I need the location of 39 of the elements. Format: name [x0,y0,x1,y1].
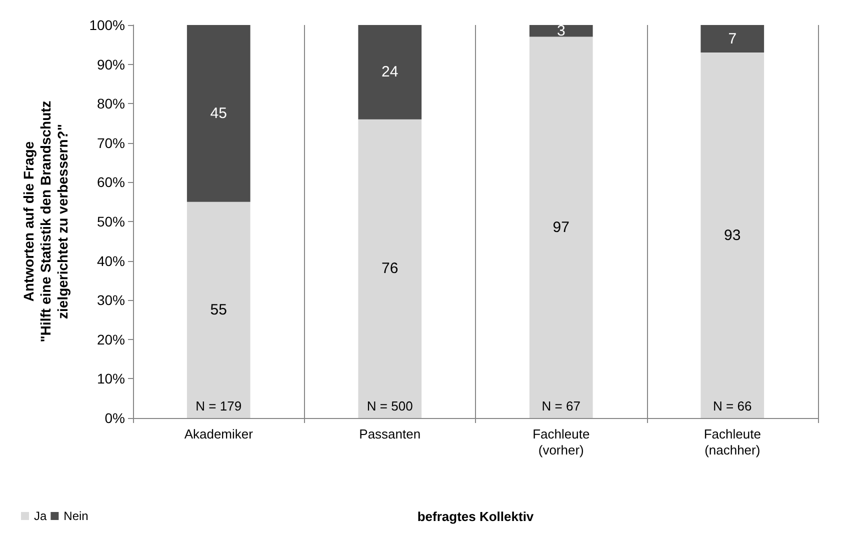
data-label: 24 [382,64,398,81]
bar [700,25,764,53]
y-tick-label: 80% [96,96,125,112]
data-label: 97 [552,218,570,236]
y-tick-label: 30% [96,292,125,308]
y-tick-label: 90% [96,56,125,72]
y-axis-title: Antworten auf die Frage "Hilft eine Statistik den Brandschutz zielgerichtet zu verbessern?" [20,100,70,342]
data-label: 7 [728,30,737,48]
legend-label: Nein [64,509,88,523]
bar [358,25,422,120]
data-label: 45 [210,104,227,122]
bar [529,25,593,37]
bar [700,52,764,418]
data-label: 76 [382,260,398,278]
x-tick-label: Akademiker [184,426,254,442]
y-tick-label: 50% [96,214,125,230]
annotation: N = 500 [366,398,413,414]
y-tick-label: 60% [96,174,125,190]
y-tick-label: 10% [96,370,125,387]
bar [186,202,250,418]
data-label: 3 [556,22,566,40]
bar [186,25,250,202]
annotation: N = 66 [713,398,752,414]
x-tick-label: Fachleute (vorher) [532,426,590,458]
data-label: 93 [724,226,741,244]
legend-label: Ja [34,509,47,523]
annotation: N = 179 [196,398,242,414]
annotation: N = 67 [542,398,580,414]
y-tick-label: 0% [104,410,125,426]
y-tick-label: 20% [96,331,125,348]
data-label: 55 [210,301,227,318]
bar [529,36,593,418]
bar [358,119,422,418]
y-tick-label: 70% [96,134,125,151]
x-axis-title: befragtes Kollektiv [417,509,534,524]
y-tick-label: 100% [89,17,125,33]
y-tick-label: 40% [96,252,125,269]
x-tick-label: Fachleute (nachher) [704,426,761,458]
x-tick-label: Passanten [359,426,421,442]
